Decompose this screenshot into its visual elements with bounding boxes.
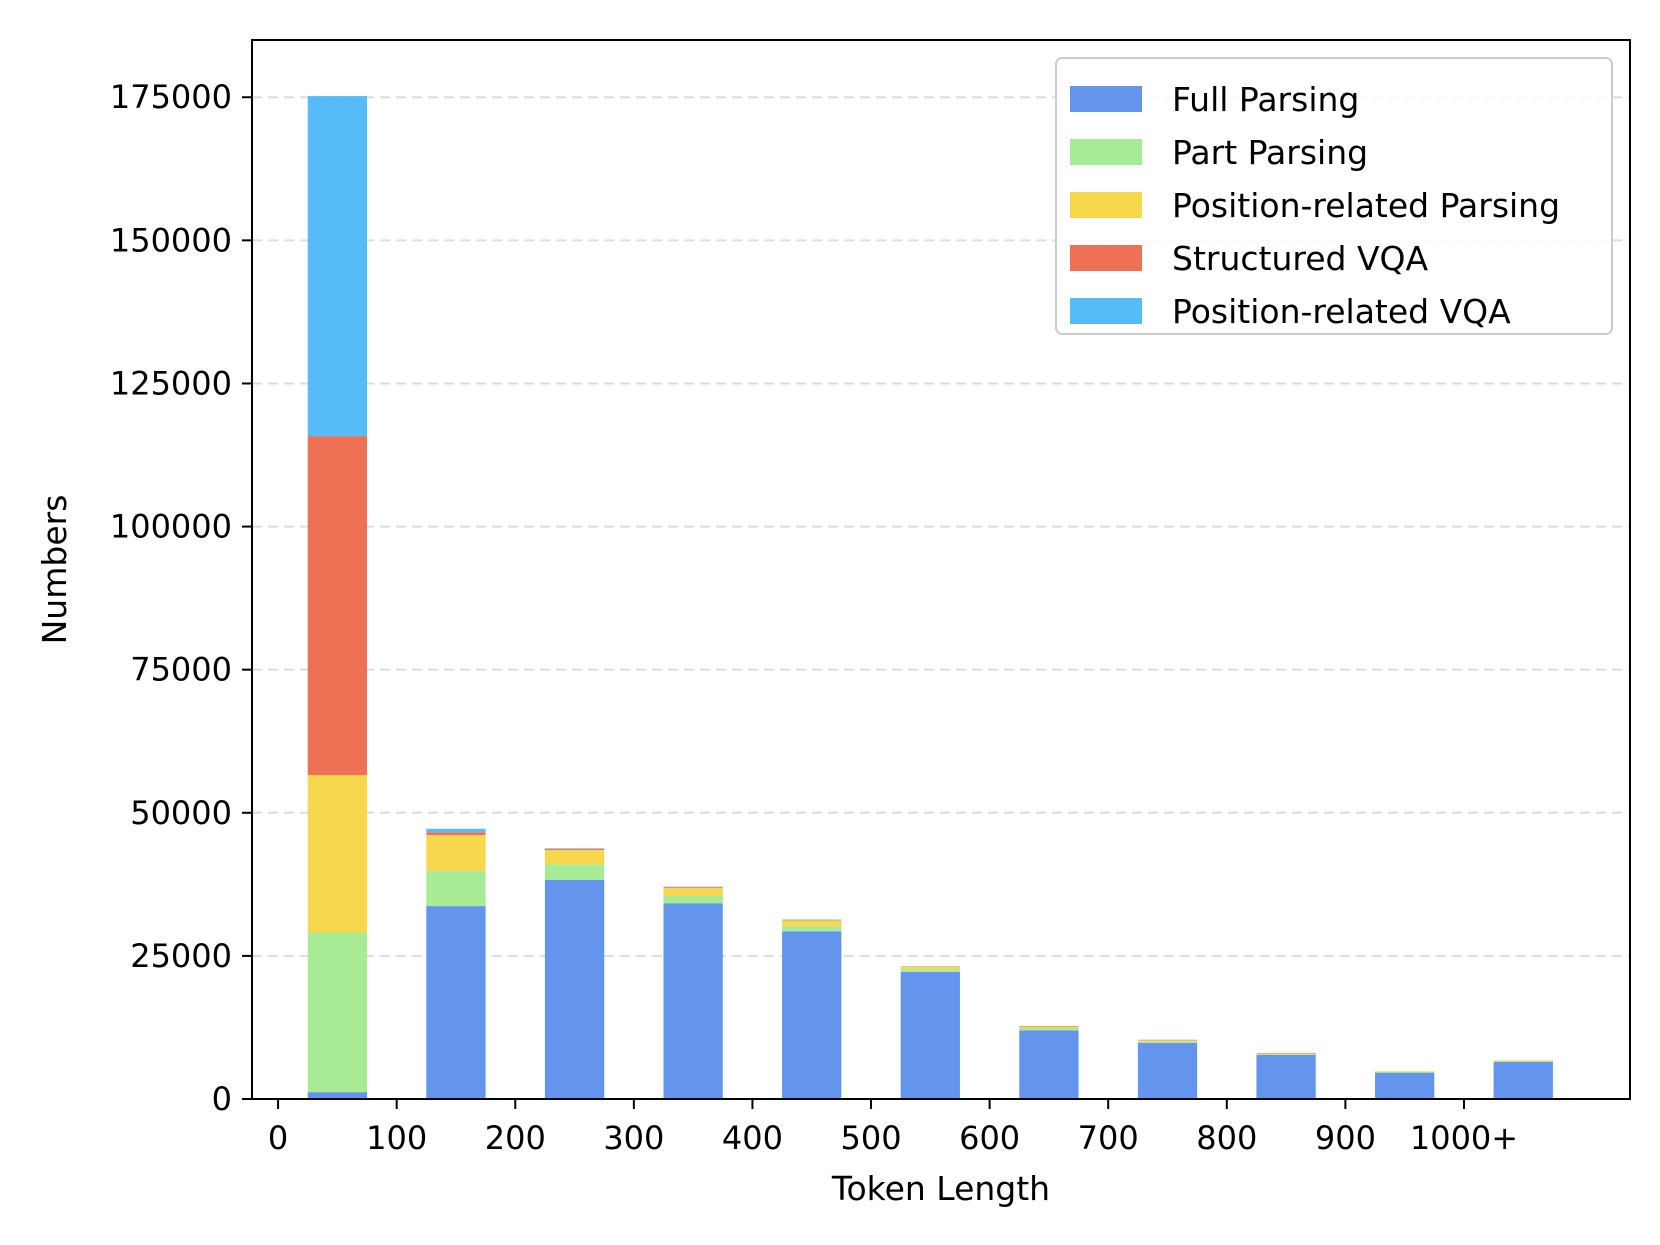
- legend-swatch-1: [1070, 139, 1142, 165]
- bar-9-series-0: [1375, 1072, 1435, 1099]
- legend-swatch-0: [1070, 86, 1142, 112]
- bar-6-series-0: [1019, 1030, 1079, 1099]
- legend-label-1: Part Parsing: [1172, 133, 1368, 172]
- legend-label-0: Full Parsing: [1172, 80, 1359, 119]
- legend-swatch-4: [1070, 298, 1142, 324]
- x-tick-label-8: 800: [1196, 1119, 1257, 1157]
- bar-5-series-0: [900, 971, 960, 1099]
- bar-6-series-2: [1019, 1026, 1079, 1029]
- y-tick-label-6: 150000: [110, 221, 232, 259]
- bar-6-series-3: [1019, 1026, 1079, 1027]
- y-tick-label-1: 25000: [130, 937, 232, 975]
- x-tick-label-0: 0: [268, 1119, 288, 1157]
- bar-8-series-2: [1256, 1053, 1316, 1054]
- bar-6-series-1: [1019, 1028, 1079, 1031]
- bar-3-series-2: [663, 887, 723, 896]
- grid-lines: [252, 96, 1630, 957]
- bar-2-series-0: [544, 879, 605, 1099]
- bar-2-series-3: [544, 848, 605, 850]
- bar-8-series-3: [1256, 1052, 1316, 1054]
- x-tick-label-1: 100: [366, 1119, 427, 1157]
- x-axis-ticks: 0 100 200 300 400 500 600 700 800 900 1000+: [268, 1099, 1518, 1157]
- bar-4-series-3: [782, 919, 842, 921]
- bar-9-series-1: [1375, 1071, 1435, 1073]
- y-axis-ticks: 0 25000 50000 75000 100000 125000 150000 175000: [110, 78, 252, 1118]
- bar-4-series-1: [782, 926, 842, 932]
- bar-8-series-1: [1256, 1053, 1316, 1055]
- bar-5-series-2: [900, 966, 960, 970]
- legend-swatch-2: [1070, 192, 1142, 218]
- bar-3-series-1: [663, 895, 723, 904]
- bar-10-series-2: [1493, 1060, 1553, 1061]
- bar-0-series-2: [307, 775, 368, 933]
- bar-4-series-2: [782, 920, 842, 927]
- bar-7-series-0: [1137, 1042, 1198, 1099]
- bar-0-series-3: [307, 436, 368, 776]
- y-tick-label-0: 0: [212, 1080, 232, 1118]
- bar-0-series-4: [307, 96, 368, 437]
- y-tick-label-3: 75000: [130, 651, 232, 689]
- bar-7-series-2: [1137, 1040, 1198, 1042]
- bar-5-series-1: [900, 969, 960, 972]
- x-tick-label-10: 1000+: [1410, 1119, 1518, 1157]
- legend: Full Parsing Part Parsing Position-related…: [1055, 57, 1613, 335]
- bar-3-series-0: [663, 903, 723, 1099]
- x-tick-label-2: 200: [485, 1119, 546, 1157]
- x-tick-label-9: 900: [1315, 1119, 1376, 1157]
- x-tick-label-7: 700: [1078, 1119, 1139, 1157]
- x-tick-label-3: 300: [603, 1119, 664, 1157]
- bar-10-series-1: [1493, 1060, 1553, 1062]
- bar-4-series-4: [782, 919, 842, 921]
- legend-swatch-3: [1070, 245, 1142, 271]
- bar-8-series-0: [1256, 1054, 1316, 1099]
- bar-7-series-3: [1137, 1039, 1198, 1041]
- bar-4-series-0: [782, 931, 842, 1099]
- legend-label-3: Structured VQA: [1172, 239, 1428, 278]
- bar-3-series-4: [663, 886, 723, 888]
- y-tick-label-4: 100000: [110, 508, 232, 546]
- legend-label-2: Position-related Parsing: [1172, 186, 1560, 225]
- y-tick-label-7: 175000: [110, 78, 232, 116]
- bar-1-series-4: [426, 828, 486, 833]
- bar-10-series-0: [1493, 1061, 1553, 1099]
- bar-1-series-2: [426, 835, 486, 871]
- bar-0-series-0: [307, 1092, 368, 1099]
- bar-1-series-3: [426, 832, 486, 836]
- bar-1-series-0: [426, 906, 486, 1099]
- bar-9-series-2: [1375, 1071, 1435, 1072]
- bar-1-series-1: [426, 870, 486, 907]
- legend-box: [1055, 57, 1613, 335]
- bar-0-series-1: [307, 932, 368, 1093]
- bar-3-series-3: [663, 886, 723, 888]
- bar-5-series-3: [900, 966, 960, 967]
- plot-frame: [251, 39, 1631, 1100]
- bar-7-series-1: [1137, 1041, 1198, 1043]
- bar-2-series-4: [544, 848, 605, 849]
- bars: [307, 96, 1553, 1099]
- y-tick-label-2: 50000: [130, 794, 232, 832]
- x-tick-label-5: 500: [840, 1119, 901, 1157]
- bar-2-series-2: [544, 849, 605, 865]
- y-tick-label-5: 125000: [110, 364, 232, 402]
- x-tick-label-6: 600: [959, 1119, 1020, 1157]
- x-tick-label-4: 400: [722, 1119, 783, 1157]
- x-axis-label: Token Length: [831, 1169, 1050, 1208]
- bar-2-series-1: [544, 864, 605, 880]
- y-axis-label: Numbers: [35, 495, 74, 645]
- legend-label-4: Position-related VQA: [1172, 292, 1511, 331]
